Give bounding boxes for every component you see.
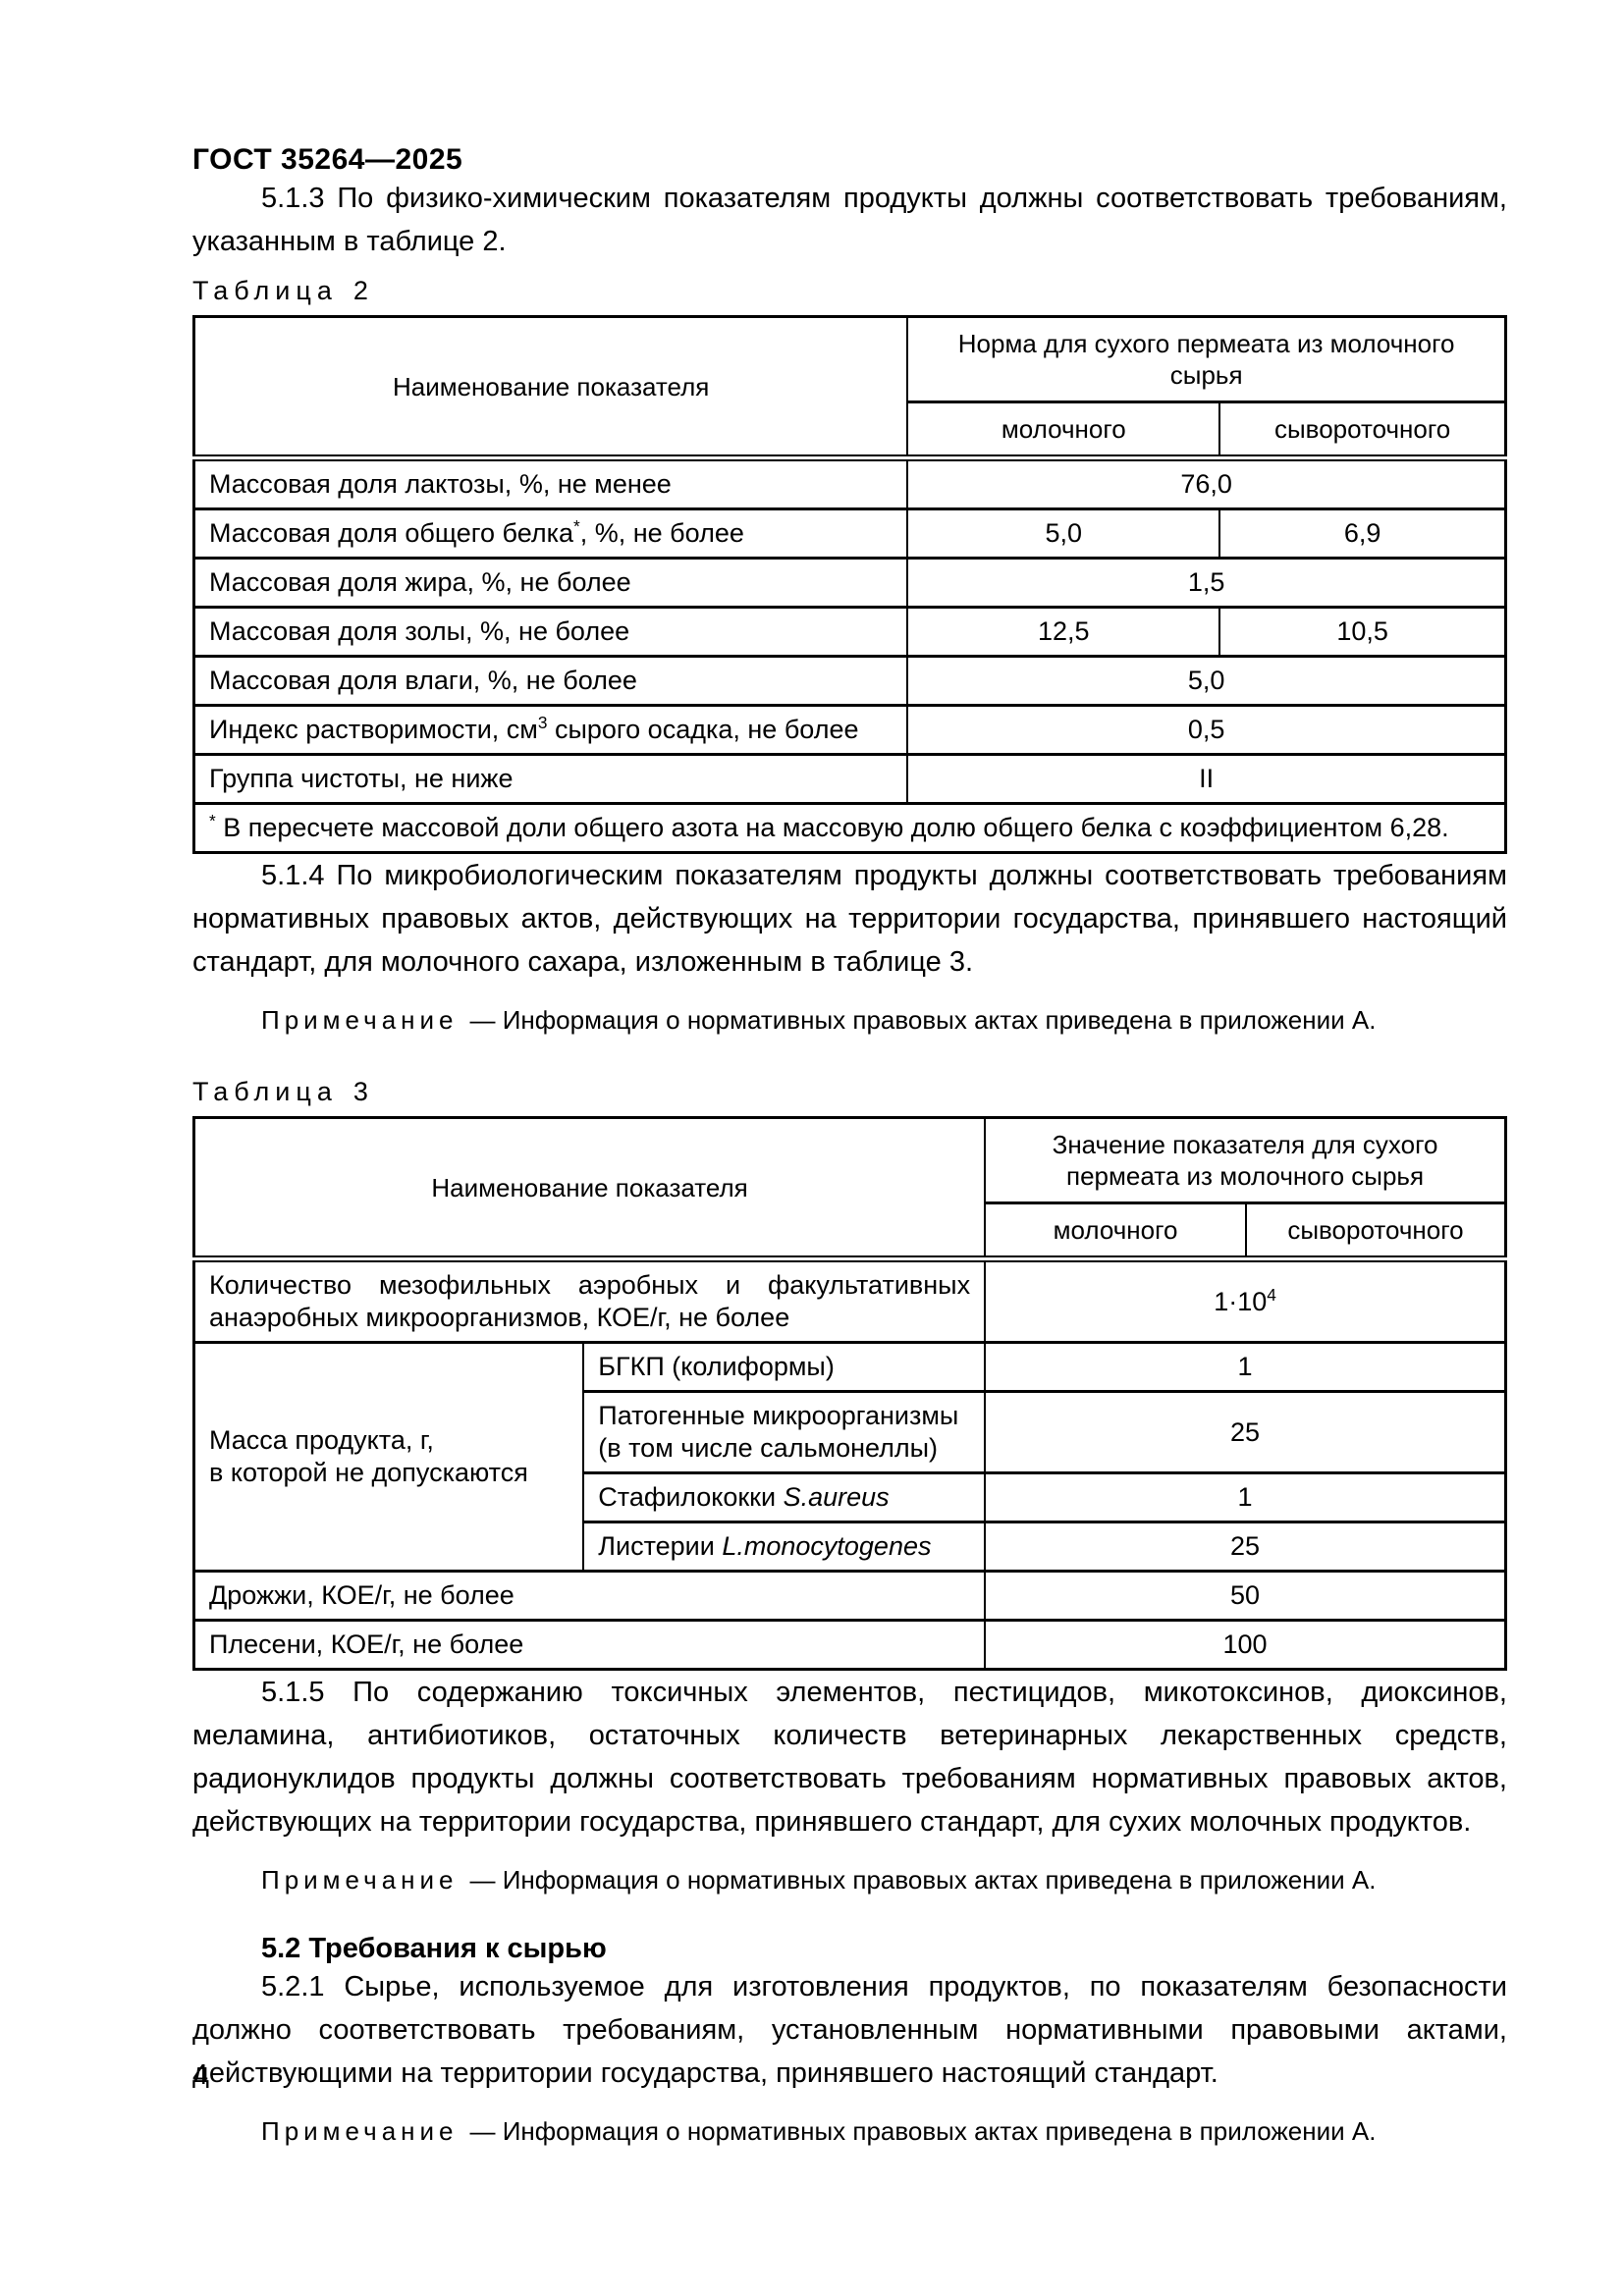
table2-footnote: * В пересчете массовой доли общего азота…: [192, 802, 1507, 854]
indicator-cell: Массовая доля общего белка*, %, не более: [192, 507, 909, 560]
table-row: Листерии L.monocytogenes 25: [194, 1521, 1507, 1573]
table3-header-row-1: Наименование показателя Значение показат…: [192, 1116, 1507, 1262]
page-content: ГОСТ 35264—2025 5.1.3 По физико-химическ…: [0, 143, 1624, 2149]
table3-label: Таблица 3: [192, 1077, 1507, 1107]
table2-header-whey: сывороточного: [1218, 400, 1507, 461]
note-5-2-1: Примечание — Информация о нормативных пра…: [192, 2113, 1507, 2149]
table3-header-name: Наименование показателя: [192, 1116, 987, 1262]
table-row: Массовая доля общего белка*, %, не более…: [192, 507, 1507, 560]
table-row: Массовая доля золы, %, не более 12,5 10,…: [192, 606, 1507, 658]
indicator-cell: БГКП (колиформы): [582, 1341, 987, 1393]
table3-header-whey: сывороточного: [1244, 1201, 1507, 1262]
note-label: Примечание: [261, 1005, 459, 1035]
table-row: Патогенные микроорганизмы (в том числе с…: [194, 1390, 1507, 1474]
table2-header-row-1: Наименование показателя Норма для сухого…: [192, 315, 1507, 461]
table3-header-row-2: молочного сывороточного: [194, 1201, 1507, 1262]
indicator-cell: Стафилококки S.aureus: [582, 1471, 987, 1523]
note-label: Примечание: [261, 1865, 459, 1895]
table2-label: Таблица 2: [192, 276, 1507, 306]
indicator-cell: Количество мезофильных аэробных и факуль…: [192, 1257, 987, 1344]
table-row: Группа чистоты, не ниже II: [192, 753, 1507, 805]
superscript-3: 3: [537, 713, 548, 732]
indicator-cell: Массовая доля влаги, %, не более: [192, 655, 909, 707]
paragraph-5-2-1: 5.2.1 Сырье, используемое для изготовлен…: [192, 1971, 1507, 2089]
paragraph-5-1-5: 5.1.5 По содержанию токсичных элементов,…: [192, 1677, 1507, 1838]
value-cell: 1: [984, 1471, 1507, 1523]
paragraph-5-1-3: 5.1.3 По физико-химическим показателям п…: [192, 183, 1507, 257]
table-row: Массовая доля влаги, %, не более 5,0: [192, 655, 1507, 707]
table2-header-milk: молочного: [906, 400, 1221, 461]
indicator-cell: Массовая доля жира, %, не более: [192, 557, 909, 609]
indicator-cell: Патогенные микроорганизмы (в том числе с…: [582, 1390, 987, 1474]
table3: Наименование показателя Значение показат…: [192, 1116, 1507, 1671]
table-row: Плесени, КОЕ/г, не более 100: [192, 1619, 1507, 1671]
indicator-cell: Дрожжи, КОЕ/г, не более: [192, 1570, 987, 1622]
indicator-cell: Плесени, КОЕ/г, не более: [192, 1619, 987, 1671]
value-cell: II: [906, 753, 1507, 805]
table2-header-name: Наименование показателя: [192, 315, 909, 461]
table2-header-row-2: молочного сывороточного: [194, 400, 1507, 461]
value-cell: 1·104: [984, 1257, 1507, 1344]
value-cell: 12,5: [906, 606, 1221, 658]
superscript-4: 4: [1267, 1284, 1276, 1305]
table3-header-group: Значение показателя для сухого пермеата …: [984, 1116, 1507, 1204]
note-5-1-5: Примечание — Информация о нормативных пра…: [192, 1862, 1507, 1897]
table3-label-word: Таблица: [192, 1077, 338, 1106]
indicator-cell: Индекс растворимости, см3 сырого осадка,…: [192, 704, 909, 756]
value-cell: 100: [984, 1619, 1507, 1671]
value-cell: 5,0: [906, 507, 1221, 560]
table-row: Массовая доля жира, %, не более 1,5: [192, 557, 1507, 609]
note-text: — Информация о нормативных правовых акта…: [469, 2116, 1377, 2146]
table-row: Массовая доля лактозы, %, не менее 76,0: [192, 456, 1507, 510]
table2-footnote-row: * В пересчете массовой доли общего азота…: [192, 802, 1507, 854]
table-row: Индекс растворимости, см3 сырого осадка,…: [192, 704, 1507, 756]
value-cell: 25: [984, 1521, 1507, 1573]
value-cell: 10,5: [1218, 606, 1507, 658]
table2: Наименование показателя Норма для сухого…: [192, 315, 1507, 854]
indicator-cell: Массовая доля лактозы, %, не менее: [192, 456, 909, 510]
value-cell: 76,0: [906, 456, 1507, 510]
value-cell: 25: [984, 1390, 1507, 1474]
value-cell: 0,5: [906, 704, 1507, 756]
table-row: Количество мезофильных аэробных и факуль…: [192, 1257, 1507, 1344]
species-name-italic: L.monocytogenes: [722, 1531, 932, 1561]
table3-label-number: 3: [352, 1077, 368, 1106]
note-text: — Информация о нормативных правовых акта…: [469, 1865, 1377, 1895]
paragraph-5-1-4: 5.1.4 По микробиологическим показателям …: [192, 860, 1507, 978]
mass-group-cell: Масса продукта, г, в которой не допускают…: [192, 1341, 585, 1573]
indicator-cell: Листерии L.monocytogenes: [582, 1521, 987, 1573]
superscript-asterisk: *: [573, 516, 580, 536]
indicator-cell: Массовая доля золы, %, не более: [192, 606, 909, 658]
running-header: ГОСТ 35264—2025: [192, 143, 463, 176]
value-cell: 1,5: [906, 557, 1507, 609]
page-number: 4: [192, 2059, 209, 2091]
table2-header-group: Норма для сухого пермеата из молочного с…: [906, 315, 1507, 403]
value-cell: 50: [984, 1570, 1507, 1622]
value-cell: 1: [984, 1341, 1507, 1393]
value-cell: 5,0: [906, 655, 1507, 707]
table-row: Стафилококки S.aureus 1: [194, 1471, 1507, 1523]
superscript-asterisk: *: [209, 811, 216, 830]
indicator-cell: Группа чистоты, не ниже: [192, 753, 909, 805]
table-row: Дрожжи, КОЕ/г, не более 50: [192, 1570, 1507, 1622]
table3-header-milk: молочного: [984, 1201, 1247, 1262]
table2-label-number: 2: [352, 276, 368, 305]
value-cell: 6,9: [1218, 507, 1507, 560]
table-row: Масса продукта, г, в которой не допускают…: [192, 1341, 1507, 1573]
species-name-italic: S.aureus: [783, 1482, 890, 1512]
note-5-1-4: Примечание — Информация о нормативных пра…: [192, 1002, 1507, 1038]
note-label: Примечание: [261, 2116, 459, 2146]
note-text: — Информация о нормативных правовых акта…: [469, 1005, 1377, 1035]
table2-label-word: Таблица: [192, 276, 338, 305]
heading-5-2: 5.2 Требования к сырью: [261, 1933, 607, 1964]
